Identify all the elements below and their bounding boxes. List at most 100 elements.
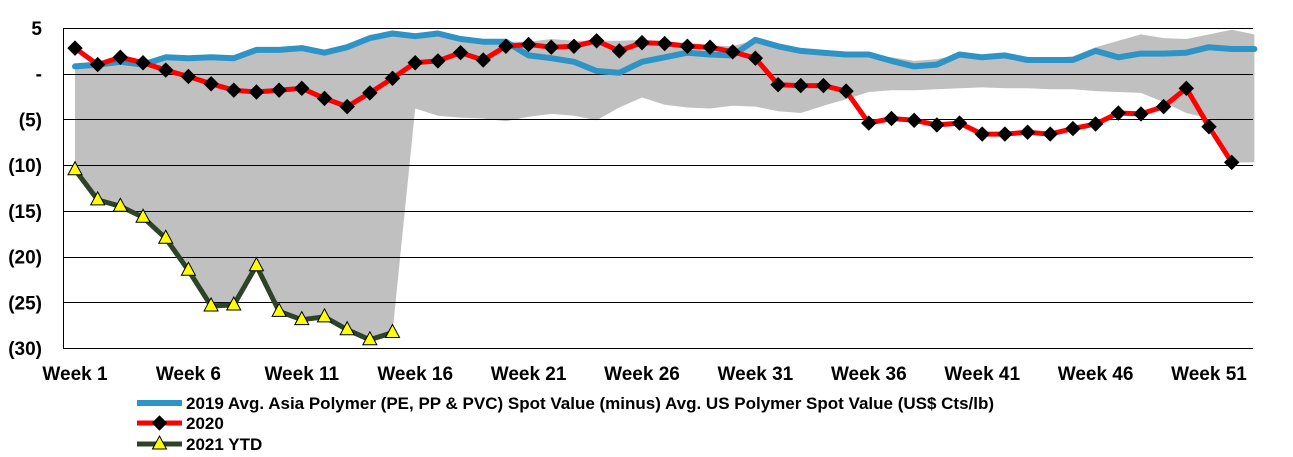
diamond-marker [1155,98,1172,115]
diamond-marker [588,33,605,49]
x-tick-label: Week 46 [1058,364,1134,385]
y-tick-label: (15) [8,202,42,223]
diamond-marker [1201,119,1217,135]
diamond-marker [316,90,333,107]
diamond-marker [1178,80,1195,97]
diamond-marker [1223,154,1240,171]
y-tick-label: 5 [31,19,42,40]
triangle-marker [339,320,355,336]
triangle-marker [151,434,168,450]
x-tick-label: Week 51 [1171,364,1247,385]
grid-layer [63,28,1253,349]
triangle-marker [316,307,333,323]
diamond-marker [67,40,83,56]
legend: 2019 Avg. Asia Polymer (PE, PP & PVC) Sp… [137,394,994,454]
y-axis-ticks: 5 - (5) (10) (15) (20) (25) (30) [8,19,42,360]
triangle-marker [112,197,129,212]
diamond-marker [838,83,854,99]
diamond-marker [180,68,197,85]
diamond-marker [1133,106,1149,122]
diamond-marker [1019,124,1036,140]
diamond-marker [770,76,786,93]
diamond-marker [611,43,628,59]
triangle-marker [135,208,151,223]
x-tick-label: Week 26 [604,364,680,385]
diamond-marker [135,55,151,71]
diamond-marker [634,34,650,51]
diamond-marker [725,44,741,60]
diamond-marker [951,115,968,131]
diamond-marker [566,38,582,54]
diamond-marker [407,55,423,71]
range-band-layer [75,29,1255,340]
diamond-marker [974,126,990,142]
diamond-marker [679,38,696,54]
diamond-marker [1087,116,1104,132]
diamond-marker [747,50,764,66]
series-line-2 [72,38,1235,165]
diamond-marker [452,44,469,61]
legend-label-1: 2019 Avg. Asia Polymer (PE, PP & PVC) Sp… [186,394,994,413]
diamond-marker [112,49,129,65]
legend-label-2: 2020 [186,414,224,433]
series-line-1 [72,30,1258,76]
x-tick-label: Week 41 [944,364,1020,385]
diamond-marker [543,39,559,55]
y-tick-label: (30) [8,339,42,360]
diamond-marker [89,56,106,73]
legend-label-3: 2021 YTD [186,435,262,454]
triangle-marker [203,296,219,312]
diamond-marker [906,112,922,129]
x-tick-label: Week 36 [831,364,907,385]
diamond-marker [861,115,877,131]
triangle-marker [293,310,310,326]
x-tick-label: Week 16 [377,364,453,385]
x-tick-label: Week 21 [491,364,567,385]
diamond-marker [271,82,287,98]
diamond-marker [294,80,310,97]
diamond-marker [430,53,446,69]
diamond-marker [203,76,219,92]
diamond-marker [384,70,401,86]
diamond-marker [248,84,265,100]
x-axis-ticks: Week 1 Week 6 Week 11 Week 16 Week 21 Week 26… [42,364,1247,385]
x-tick-label: Week 31 [718,364,794,385]
diamond-marker [339,98,355,115]
diamond-marker [656,35,673,52]
diamond-marker [1065,120,1081,137]
triangle-marker [248,256,265,272]
diamond-marker [158,62,174,78]
diamond-marker [883,110,900,127]
diamond-marker [1110,105,1126,121]
marker-layer [67,33,1240,346]
x-tick-label: Week 11 [264,364,339,385]
diamond-marker [702,39,718,55]
diamond-marker [929,117,945,133]
y-tick-label: (25) [8,293,42,314]
y-tick-label: (10) [8,156,42,177]
diamond-marker [997,126,1013,142]
triangle-marker [362,330,378,346]
x-tick-label: Week 1 [42,364,108,385]
y-tick-label: (20) [8,248,42,269]
diamond-marker [475,52,491,68]
diamond-marker [1042,126,1058,142]
diamond-marker [520,36,537,53]
diamond-marker [226,82,242,98]
range-band-area [75,29,1255,340]
y-tick-label: - [36,65,42,86]
diamond-marker [151,415,168,431]
triangle-marker [67,160,83,176]
triangle-marker [180,261,197,276]
triangle-marker [384,323,401,338]
x-tick-label: Week 6 [156,364,221,385]
diamond-marker [815,77,832,94]
triangle-marker [271,302,287,317]
triangle-marker [225,295,242,311]
y-tick-label: (5) [19,110,42,131]
diamond-marker [362,85,378,101]
diamond-marker [498,38,514,54]
triangle-marker [157,229,174,244]
triangle-marker [89,190,106,206]
